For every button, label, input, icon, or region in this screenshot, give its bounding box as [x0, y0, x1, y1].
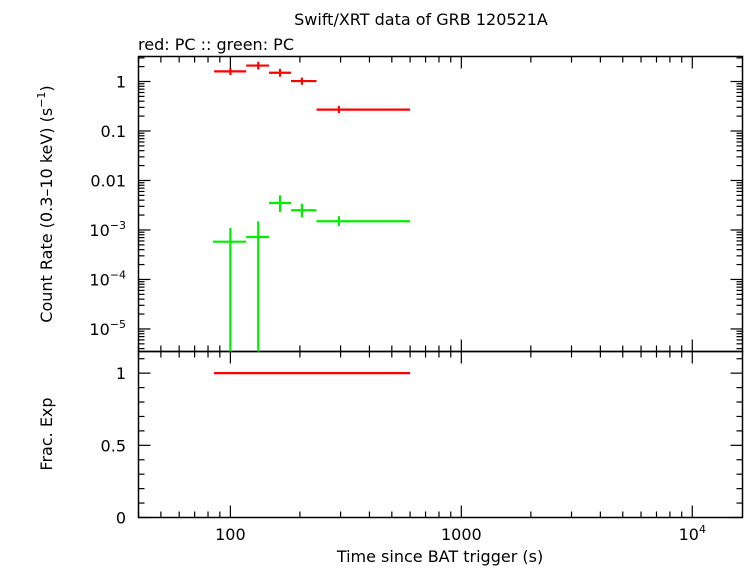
data-point [291, 77, 317, 85]
data-point [291, 203, 317, 218]
y-tick-label: 1 [116, 364, 126, 383]
y-tick-label: 1 [116, 72, 126, 91]
x-axis-tick-labels: 100 1000 104 [215, 523, 706, 544]
data-point [246, 61, 270, 70]
bottom-panel-frame [137, 350, 744, 519]
y-tick-label: 10−3 [89, 219, 126, 240]
chart-subtitle: red: PC :: green: PC [138, 35, 294, 54]
y-tick-label: 0 [116, 509, 126, 528]
x-axis-ticks [137, 56, 693, 518]
top-panel-series [212, 61, 411, 352]
x-axis-label: Time since BAT trigger (s) [336, 547, 543, 566]
data-point [269, 68, 292, 77]
data-point [269, 195, 292, 213]
data-point [212, 227, 247, 352]
bottom-y-axis: 10.50 [101, 358, 743, 528]
x-tick-label: 104 [679, 523, 706, 544]
bottom-y-axis-label: Frac. Exp [37, 397, 56, 470]
y-tick-label: 10−5 [89, 318, 126, 339]
data-point [316, 105, 411, 114]
chart-title: Swift/XRT data of GRB 120521A [294, 10, 548, 29]
data-point [246, 221, 270, 352]
x-tick-label: 100 [215, 525, 246, 544]
top-y-axis: 1 0.1 0.01 10−3 10−4 10−5 [89, 57, 743, 350]
y-tick-label: 10−4 [89, 268, 126, 289]
x-tick-label: 1000 [441, 525, 482, 544]
y-tick-label: 0.5 [101, 436, 126, 455]
y-tick-label: 0.1 [101, 122, 126, 141]
data-point [316, 216, 411, 227]
top-panel-frame [137, 55, 744, 353]
y-tick-label: 0.01 [90, 171, 126, 190]
top-y-axis-label: Count Rate (0.3–10 keV) (s−1) [35, 85, 56, 322]
data-point [214, 68, 247, 76]
